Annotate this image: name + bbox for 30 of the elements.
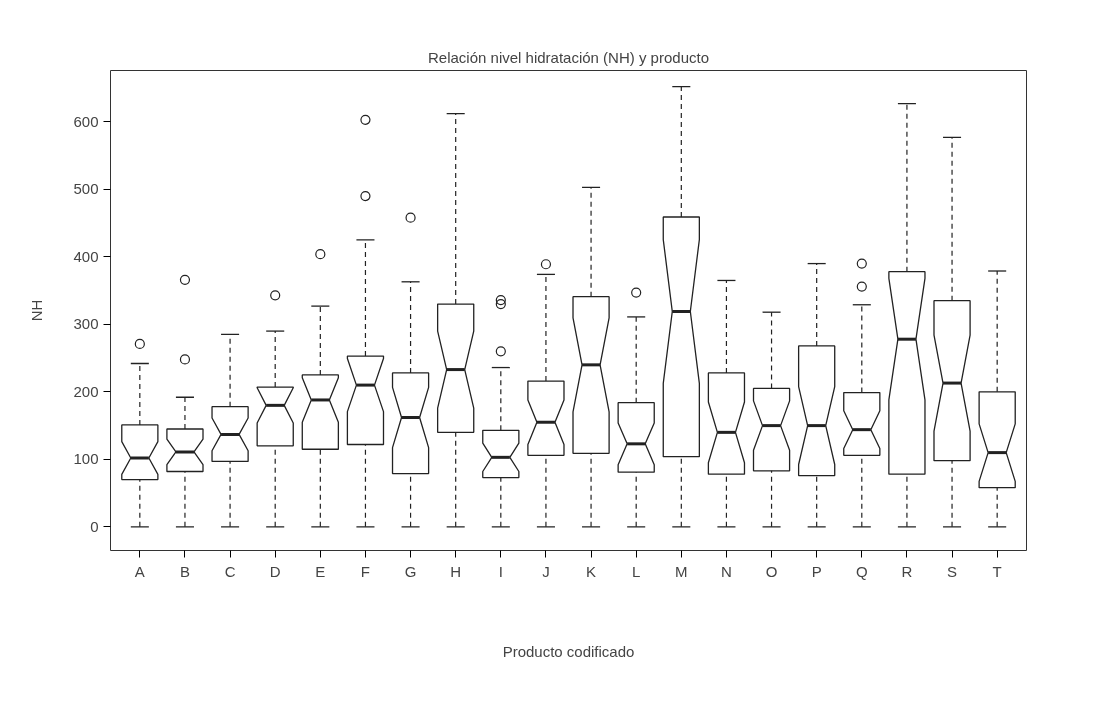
x-tick-label: A [134,562,145,580]
chart-title: Relación nivel hidratación (NH) y producto [428,48,709,66]
x-tick-label: L [632,562,641,580]
x-axis-title: Producto codificado [502,642,635,660]
x-tick-label: H [450,562,462,580]
x-tick-label: G [404,562,417,580]
x-tick-label: E [315,562,326,580]
x-tick-label: P [811,562,822,580]
y-tick-label: 600 [73,112,99,130]
x-tick-label: I [498,562,503,580]
x-tick-label: O [765,562,778,580]
x-tick-label: S [947,562,958,580]
y-tick-label: 0 [90,517,99,535]
x-tick-label: C [224,562,236,580]
x-tick-label: R [901,562,913,580]
y-tick-label: 200 [73,382,99,400]
x-tick-label: K [586,562,597,580]
y-tick-label: 100 [73,450,99,468]
x-tick-label: J [542,562,550,580]
y-axis-title: NH [28,299,46,322]
x-tick-label: M [675,562,688,580]
x-tick-label: N [721,562,732,580]
x-tick-label: B [179,562,190,580]
x-tick-label: T [992,562,1002,580]
y-tick-label: 400 [73,247,99,265]
y-tick-label: 300 [73,315,99,333]
y-tick-label: 500 [73,180,99,198]
x-tick-label: Q [855,562,868,580]
x-tick-label: F [360,562,371,580]
x-tick-label: D [269,562,281,580]
